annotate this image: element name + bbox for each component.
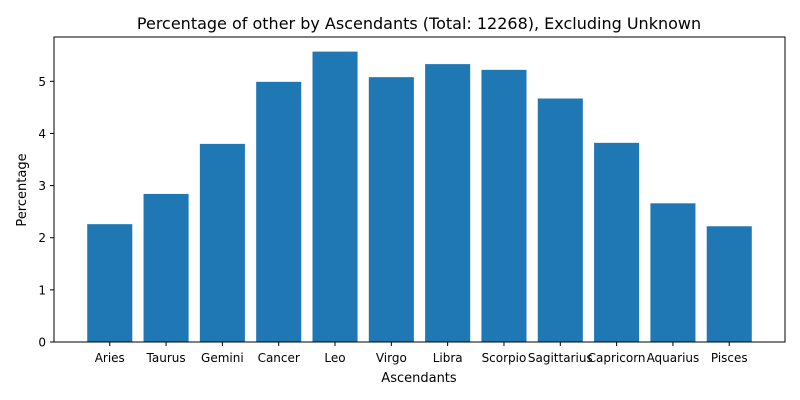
x-tick-label: Aquarius xyxy=(647,351,700,365)
x-tick-label: Sagittarius xyxy=(528,351,593,365)
x-tick-label: Virgo xyxy=(376,351,407,365)
bar-aquarius xyxy=(650,203,696,342)
bar-leo xyxy=(312,51,358,342)
y-tick-label: 5 xyxy=(38,75,46,89)
x-axis-ticks: Aries Taurus Gemini Cancer Leo Virgo Libra Scor… xyxy=(95,342,748,365)
bar-virgo xyxy=(368,77,414,343)
x-axis-label: Ascendants xyxy=(381,371,457,386)
y-tick-label: 4 xyxy=(38,127,46,141)
y-tick-label: 1 xyxy=(38,283,46,297)
bar-pisces xyxy=(706,226,752,342)
x-tick-label: Capricorn xyxy=(588,351,646,365)
x-tick-label: Taurus xyxy=(146,351,186,365)
x-tick-label: Gemini xyxy=(201,351,244,365)
plot-area-frame xyxy=(53,36,786,343)
bar-capricorn xyxy=(594,142,640,342)
x-tick-label: Leo xyxy=(324,351,345,365)
bar-aries xyxy=(87,224,133,342)
bar-cancer xyxy=(256,81,302,342)
y-tick-label: 0 xyxy=(38,336,46,350)
bar-scorpio xyxy=(481,69,527,342)
bar-libra xyxy=(425,64,471,343)
y-tick-label: 3 xyxy=(38,179,46,193)
y-axis-label: Percentage xyxy=(15,153,30,226)
bar-gemini xyxy=(199,143,245,342)
y-axis-ticks: 0 1 2 3 4 5 xyxy=(38,75,54,350)
y-tick-label: 2 xyxy=(38,231,46,245)
bar-sagittarius xyxy=(537,98,583,343)
chart-title: Percentage of other by Ascendants (Total… xyxy=(137,14,701,33)
x-tick-label: Cancer xyxy=(258,351,300,365)
x-tick-label: Libra xyxy=(433,351,463,365)
bars-group xyxy=(87,51,752,343)
bar-taurus xyxy=(143,193,189,342)
x-tick-label: Scorpio xyxy=(482,351,527,365)
x-tick-label: Pisces xyxy=(711,351,748,365)
x-tick-label: Aries xyxy=(95,351,125,365)
